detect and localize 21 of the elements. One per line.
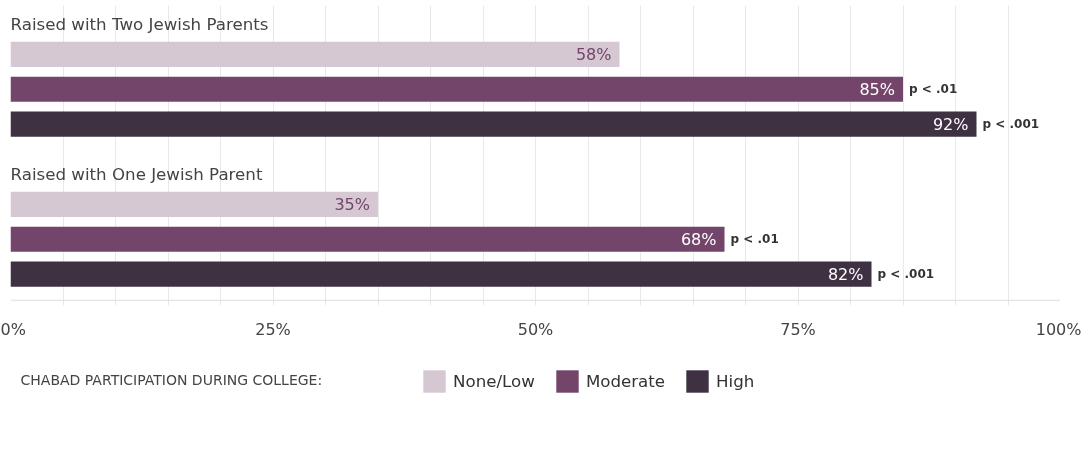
y-tick-label: Raised with One Jewish Parent xyxy=(10,165,263,185)
data-label: 58% xyxy=(575,44,612,64)
legend-label: High xyxy=(716,371,755,391)
y-tick-label: Raised with Two Jewish Parents xyxy=(10,15,269,35)
annotation: p < .001 xyxy=(982,117,1040,132)
annotation: p < .01 xyxy=(909,82,958,97)
x-tick-label: 25% xyxy=(255,319,291,339)
data-label: 82% xyxy=(827,264,864,284)
data-label: 92% xyxy=(932,114,969,134)
data-label: 35% xyxy=(334,194,370,214)
x-tick-label: 50% xyxy=(517,319,554,339)
legend-label: None/Low xyxy=(453,371,535,391)
legend-label: Moderate xyxy=(585,371,666,391)
data-label: 68% xyxy=(680,229,717,249)
annotation: p < .001 xyxy=(877,267,935,282)
x-tick-label: 75% xyxy=(780,319,816,339)
data-label: 85% xyxy=(859,79,895,99)
x-tick-label: 100% xyxy=(1035,319,1082,339)
x-tick-label: 0% xyxy=(0,319,26,339)
legend-title: CHABAD PARTICIPATION DURING COLLEGE: xyxy=(20,371,323,388)
annotation: p < .01 xyxy=(730,232,779,247)
